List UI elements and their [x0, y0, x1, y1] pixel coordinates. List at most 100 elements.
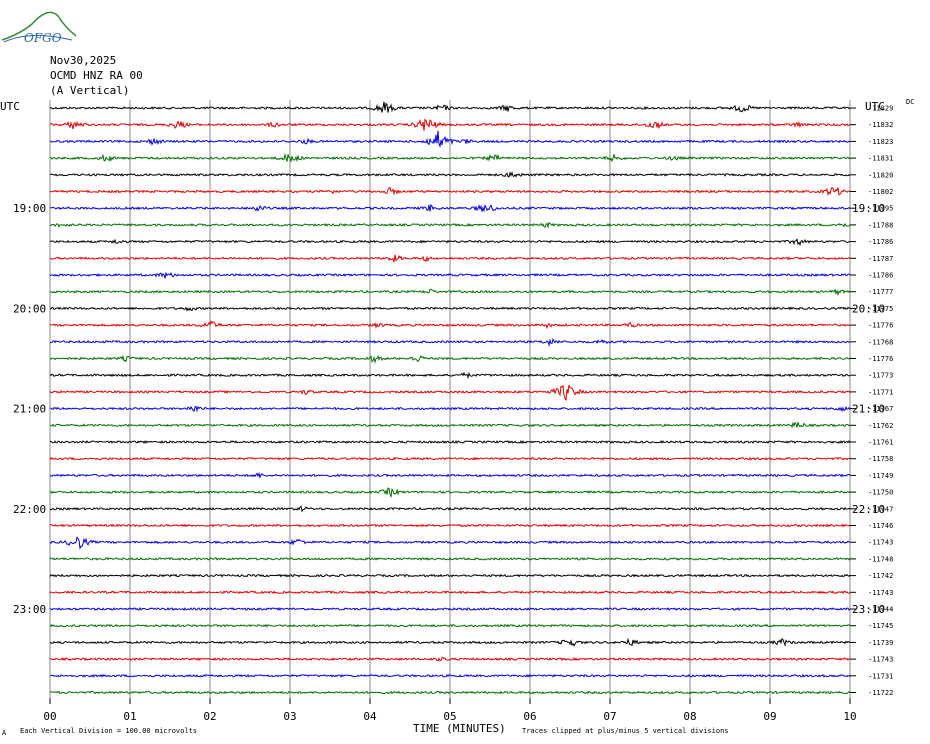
trace-row-21 — [49, 456, 851, 461]
trace-row-18 — [49, 405, 851, 413]
x-tick-label: 01 — [123, 710, 136, 723]
trace-row-15 — [49, 354, 851, 364]
x-tick-label: 06 — [523, 710, 536, 723]
trace-offset-value: -11749 — [868, 472, 893, 480]
trace-row-24 — [49, 505, 851, 513]
hour-label-right: 20:10 — [852, 302, 885, 315]
x-tick-label: 08 — [683, 710, 696, 723]
trace-offset-value: -11829 — [868, 105, 893, 113]
trace-offset-value: -11762 — [868, 422, 893, 430]
trace-row-30 — [49, 606, 851, 612]
trace-offset-value: -11776 — [868, 355, 893, 363]
trace-offset-value: -11786 — [868, 238, 893, 246]
right-axis-label: UTC — [865, 100, 885, 113]
trace-offset-value: -11743 — [868, 656, 893, 664]
logo-swoosh — [3, 34, 73, 43]
x-tick-label: 00 — [43, 710, 56, 723]
trace-offset-value: -11831 — [868, 155, 893, 163]
trace-offset-value: -11761 — [868, 439, 893, 447]
trace-row-5 — [49, 186, 851, 197]
trace-offset-value: -11722 — [868, 689, 893, 697]
hour-label-left: 21:00 — [13, 403, 46, 416]
footer-mark: A — [2, 729, 7, 737]
trace-offset-value: -11744 — [868, 606, 893, 614]
hour-label-right: 19:10 — [852, 202, 885, 215]
trace-offset-value: -11795 — [868, 205, 893, 213]
trace-row-9 — [49, 254, 851, 263]
trace-row-29 — [49, 590, 851, 595]
trace-offset-value: -11776 — [868, 322, 893, 330]
trace-offset-value: -11773 — [868, 372, 893, 380]
trace-offset-value: -11820 — [868, 171, 893, 179]
trace-offset-value: -11786 — [868, 272, 893, 280]
trace-offset-value: -11746 — [868, 522, 893, 530]
trace-row-12 — [49, 306, 851, 312]
header-component: (A Vertical) — [50, 84, 130, 97]
trace-row-32 — [49, 637, 851, 647]
dc-label: DC — [906, 98, 914, 106]
logo-text: OFGO — [24, 31, 62, 44]
x-tick-label: 03 — [283, 710, 296, 723]
trace-offset-value: -11739 — [868, 639, 893, 647]
trace-row-19 — [49, 421, 851, 429]
trace-row-25 — [49, 523, 851, 528]
trace-row-13 — [49, 320, 851, 330]
trace-offset-value: -11745 — [868, 622, 893, 630]
hour-label-right: 23:10 — [852, 603, 885, 616]
trace-offset-value: -11823 — [868, 138, 893, 146]
trace-row-6 — [49, 203, 851, 213]
trace-row-4 — [49, 171, 851, 178]
trace-offset-value: -11832 — [868, 121, 893, 129]
trace-row-20 — [49, 440, 851, 444]
trace-offset-value: -11787 — [868, 255, 893, 263]
x-tick-label: 10 — [843, 710, 856, 723]
hour-label-right: 22:10 — [852, 503, 885, 516]
trace-row-14 — [49, 337, 851, 348]
trace-row-3 — [49, 152, 851, 163]
hour-label-right: 21:10 — [852, 403, 885, 416]
hour-label-left: 20:00 — [13, 302, 46, 315]
footer-right: Traces clipped at plus/minus 5 vertical … — [522, 727, 729, 735]
header-station: OCMD HNZ RA 00 — [50, 69, 143, 82]
x-tick-label: 05 — [443, 710, 456, 723]
x-tick-label: 09 — [763, 710, 776, 723]
trace-offset-value: -11777 — [868, 288, 893, 296]
trace-row-34 — [49, 673, 851, 678]
x-tick-label: 02 — [203, 710, 216, 723]
trace-row-22 — [49, 471, 851, 479]
trace-offset-value: -11767 — [868, 405, 893, 413]
trace-row-7 — [49, 222, 851, 229]
hour-label-left: 23:00 — [13, 603, 46, 616]
trace-row-0 — [49, 101, 851, 113]
trace-row-8 — [49, 238, 851, 247]
trace-row-31 — [49, 623, 851, 628]
trace-row-1 — [49, 118, 851, 131]
grid — [49, 100, 856, 704]
logo-arc — [1, 11, 77, 41]
trace-offset-value: -11788 — [868, 221, 893, 229]
trace-offset-value: -11771 — [868, 388, 893, 396]
trace-offset-value: -11775 — [868, 305, 893, 313]
trace-offset-value: -11742 — [868, 572, 893, 580]
trace-offset-value: -11748 — [868, 555, 893, 563]
trace-row-23 — [49, 487, 851, 499]
hour-label-left: 22:00 — [13, 503, 46, 516]
trace-row-2 — [49, 130, 851, 148]
x-tick-label: 04 — [363, 710, 377, 723]
traces — [49, 101, 851, 695]
trace-offset-value: -11743 — [868, 539, 893, 547]
trace-offset-value: -11802 — [868, 188, 893, 196]
trace-row-33 — [49, 656, 851, 662]
trace-offset-value: -11731 — [868, 672, 893, 680]
trace-row-16 — [49, 371, 851, 380]
trace-row-26 — [49, 536, 851, 550]
trace-offset-value: -11747 — [868, 505, 893, 513]
trace-row-11 — [49, 288, 851, 297]
trace-row-10 — [49, 271, 851, 279]
trace-row-28 — [49, 573, 851, 578]
trace-row-35 — [49, 690, 850, 695]
trace-offset-value: -11768 — [868, 338, 893, 346]
left-axis-label: UTC — [0, 100, 20, 113]
trace-offset-value: -11758 — [868, 455, 893, 463]
